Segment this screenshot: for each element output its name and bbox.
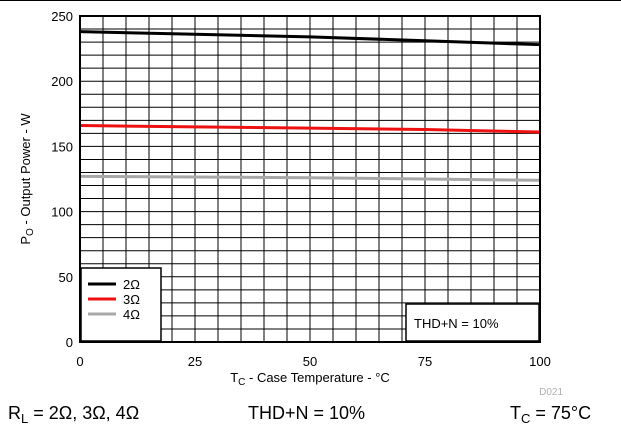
legend-box	[80, 267, 162, 342]
caption-load-resistance: RL = 2Ω, 3Ω, 4Ω	[8, 403, 140, 426]
y-axis-label-main: P	[18, 236, 33, 245]
annotation-text: THD+N = 10%	[414, 316, 499, 331]
caption-thd: THD+N = 10%	[248, 403, 366, 423]
x-axis-label-rest: - Case Temperature - °C	[245, 370, 389, 385]
annotation-frame	[405, 303, 540, 342]
x-axis-label: TC - Case Temperature - °C	[230, 370, 390, 388]
y-tick-label: 150	[51, 139, 73, 154]
y-axis-label: PO - Output Power - W	[18, 113, 36, 245]
y-axis-label-rest: - Output Power - W	[18, 113, 33, 229]
annotation-box: THD+N = 10%	[405, 303, 540, 342]
x-tick-label: 100	[529, 354, 551, 369]
legend-label: 3Ω	[123, 292, 140, 307]
top-rule	[0, 0, 621, 1]
caption-rl-main: R	[8, 403, 21, 423]
caption-tc-rest: = 75°C	[530, 403, 592, 423]
figure-id: D021	[539, 387, 563, 398]
y-tick-label: 0	[66, 335, 73, 350]
caption-case-temperature: TC = 75°C	[510, 403, 592, 426]
y-tick-labels: 0 50 100 150 200 250	[51, 9, 73, 350]
caption-tc-main: T	[510, 403, 521, 423]
plot-frame	[79, 15, 541, 343]
series-line-1	[79, 30, 541, 47]
x-axis-label-main: T	[230, 370, 238, 385]
caption-rl-rest: = 2Ω, 3Ω, 4Ω	[28, 403, 140, 423]
series-line-3	[79, 174, 541, 182]
y-tick-label: 50	[59, 270, 73, 285]
y-tick-label: 200	[51, 74, 73, 89]
x-tick-labels: 0 25 50 75 100	[76, 354, 550, 369]
series-lines	[79, 30, 541, 182]
caption-rl-sub: L	[21, 411, 29, 426]
legend-label: 4Ω	[123, 307, 140, 322]
caption-tc-sub: C	[521, 411, 531, 426]
x-tick-label: 75	[418, 354, 432, 369]
legend-label: 2Ω	[123, 277, 140, 292]
x-tick-label: 0	[76, 354, 83, 369]
y-tick-label: 250	[51, 9, 73, 24]
x-axis-label-sub: C	[238, 377, 245, 388]
series-line-2	[79, 124, 541, 134]
y-axis-label-sub: O	[25, 228, 36, 236]
x-tick-label: 25	[188, 354, 202, 369]
x-tick-label: 50	[303, 354, 317, 369]
y-tick-label: 100	[51, 205, 73, 220]
